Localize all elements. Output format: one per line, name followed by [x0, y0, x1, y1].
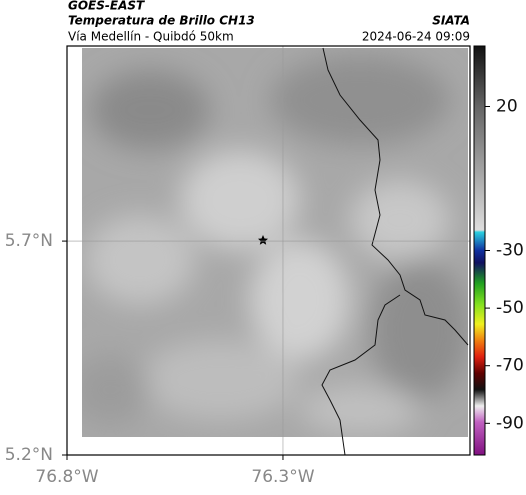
colorbar-tick-label: -50	[496, 298, 524, 318]
colorbar	[473, 45, 486, 456]
product: Temperatura de Brillo CH13	[68, 14, 255, 28]
location-marker	[257, 235, 268, 245]
colorbar-tick-label: -90	[496, 413, 524, 433]
org: SIATA	[432, 14, 470, 28]
colorbar-tick-label: 20	[496, 96, 518, 116]
y-tick-label: 5.2°N	[5, 445, 53, 465]
border	[322, 47, 469, 346]
map-frame	[66, 45, 471, 456]
datetime: 2024-06-24 09:09	[362, 30, 470, 44]
x-tick-label: 76.3°W	[251, 467, 314, 487]
colorbar-tick-label: -30	[496, 241, 524, 261]
x-tick-label: 76.8°W	[35, 467, 98, 487]
source: GOES-EAST	[68, 0, 145, 13]
axes: 76.8°W 76.3°W 5.2°N 5.7°N 20 -30 -50 -70 -90	[5, 46, 524, 487]
y-tick-label: 5.7°N	[5, 231, 53, 251]
route: Vía Medellín - Quibdó 50km	[68, 30, 234, 44]
colorbar-tick-label: -70	[496, 356, 524, 376]
satellite-image	[82, 48, 468, 437]
border	[321, 294, 401, 456]
